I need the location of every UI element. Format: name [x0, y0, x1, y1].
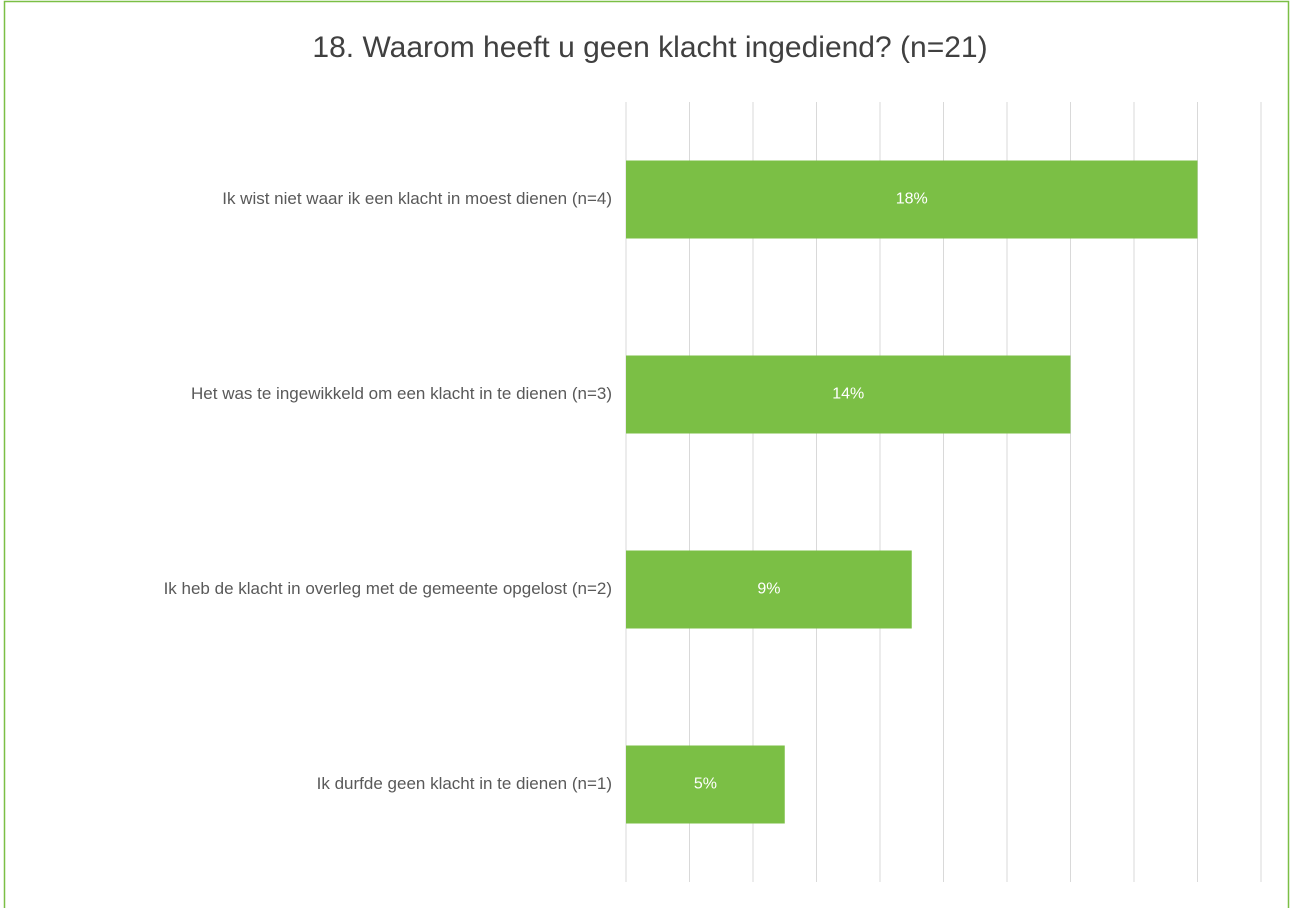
y-tick-label: Ik wist niet waar ik een klacht in moest…: [222, 189, 612, 208]
y-tick-label: Ik heb de klacht in overleg met de gemee…: [164, 579, 612, 598]
bar: [626, 355, 1071, 434]
data-label: 9%: [757, 581, 780, 598]
y-tick-label: Het was te ingewikkeld om een klacht in …: [191, 384, 612, 403]
y-tick-label: Ik durfde geen klacht in te dienen (n=1): [317, 774, 612, 793]
bar: [626, 550, 912, 629]
bar: [626, 745, 785, 824]
data-label: 14%: [832, 386, 864, 403]
bar: [626, 160, 1198, 239]
chart-title: 18. Waarom heeft u geen klacht ingediend…: [312, 31, 987, 64]
data-label: 18%: [896, 191, 928, 208]
chart-border: [3, 0, 1290, 908]
data-label: 5%: [694, 776, 717, 793]
